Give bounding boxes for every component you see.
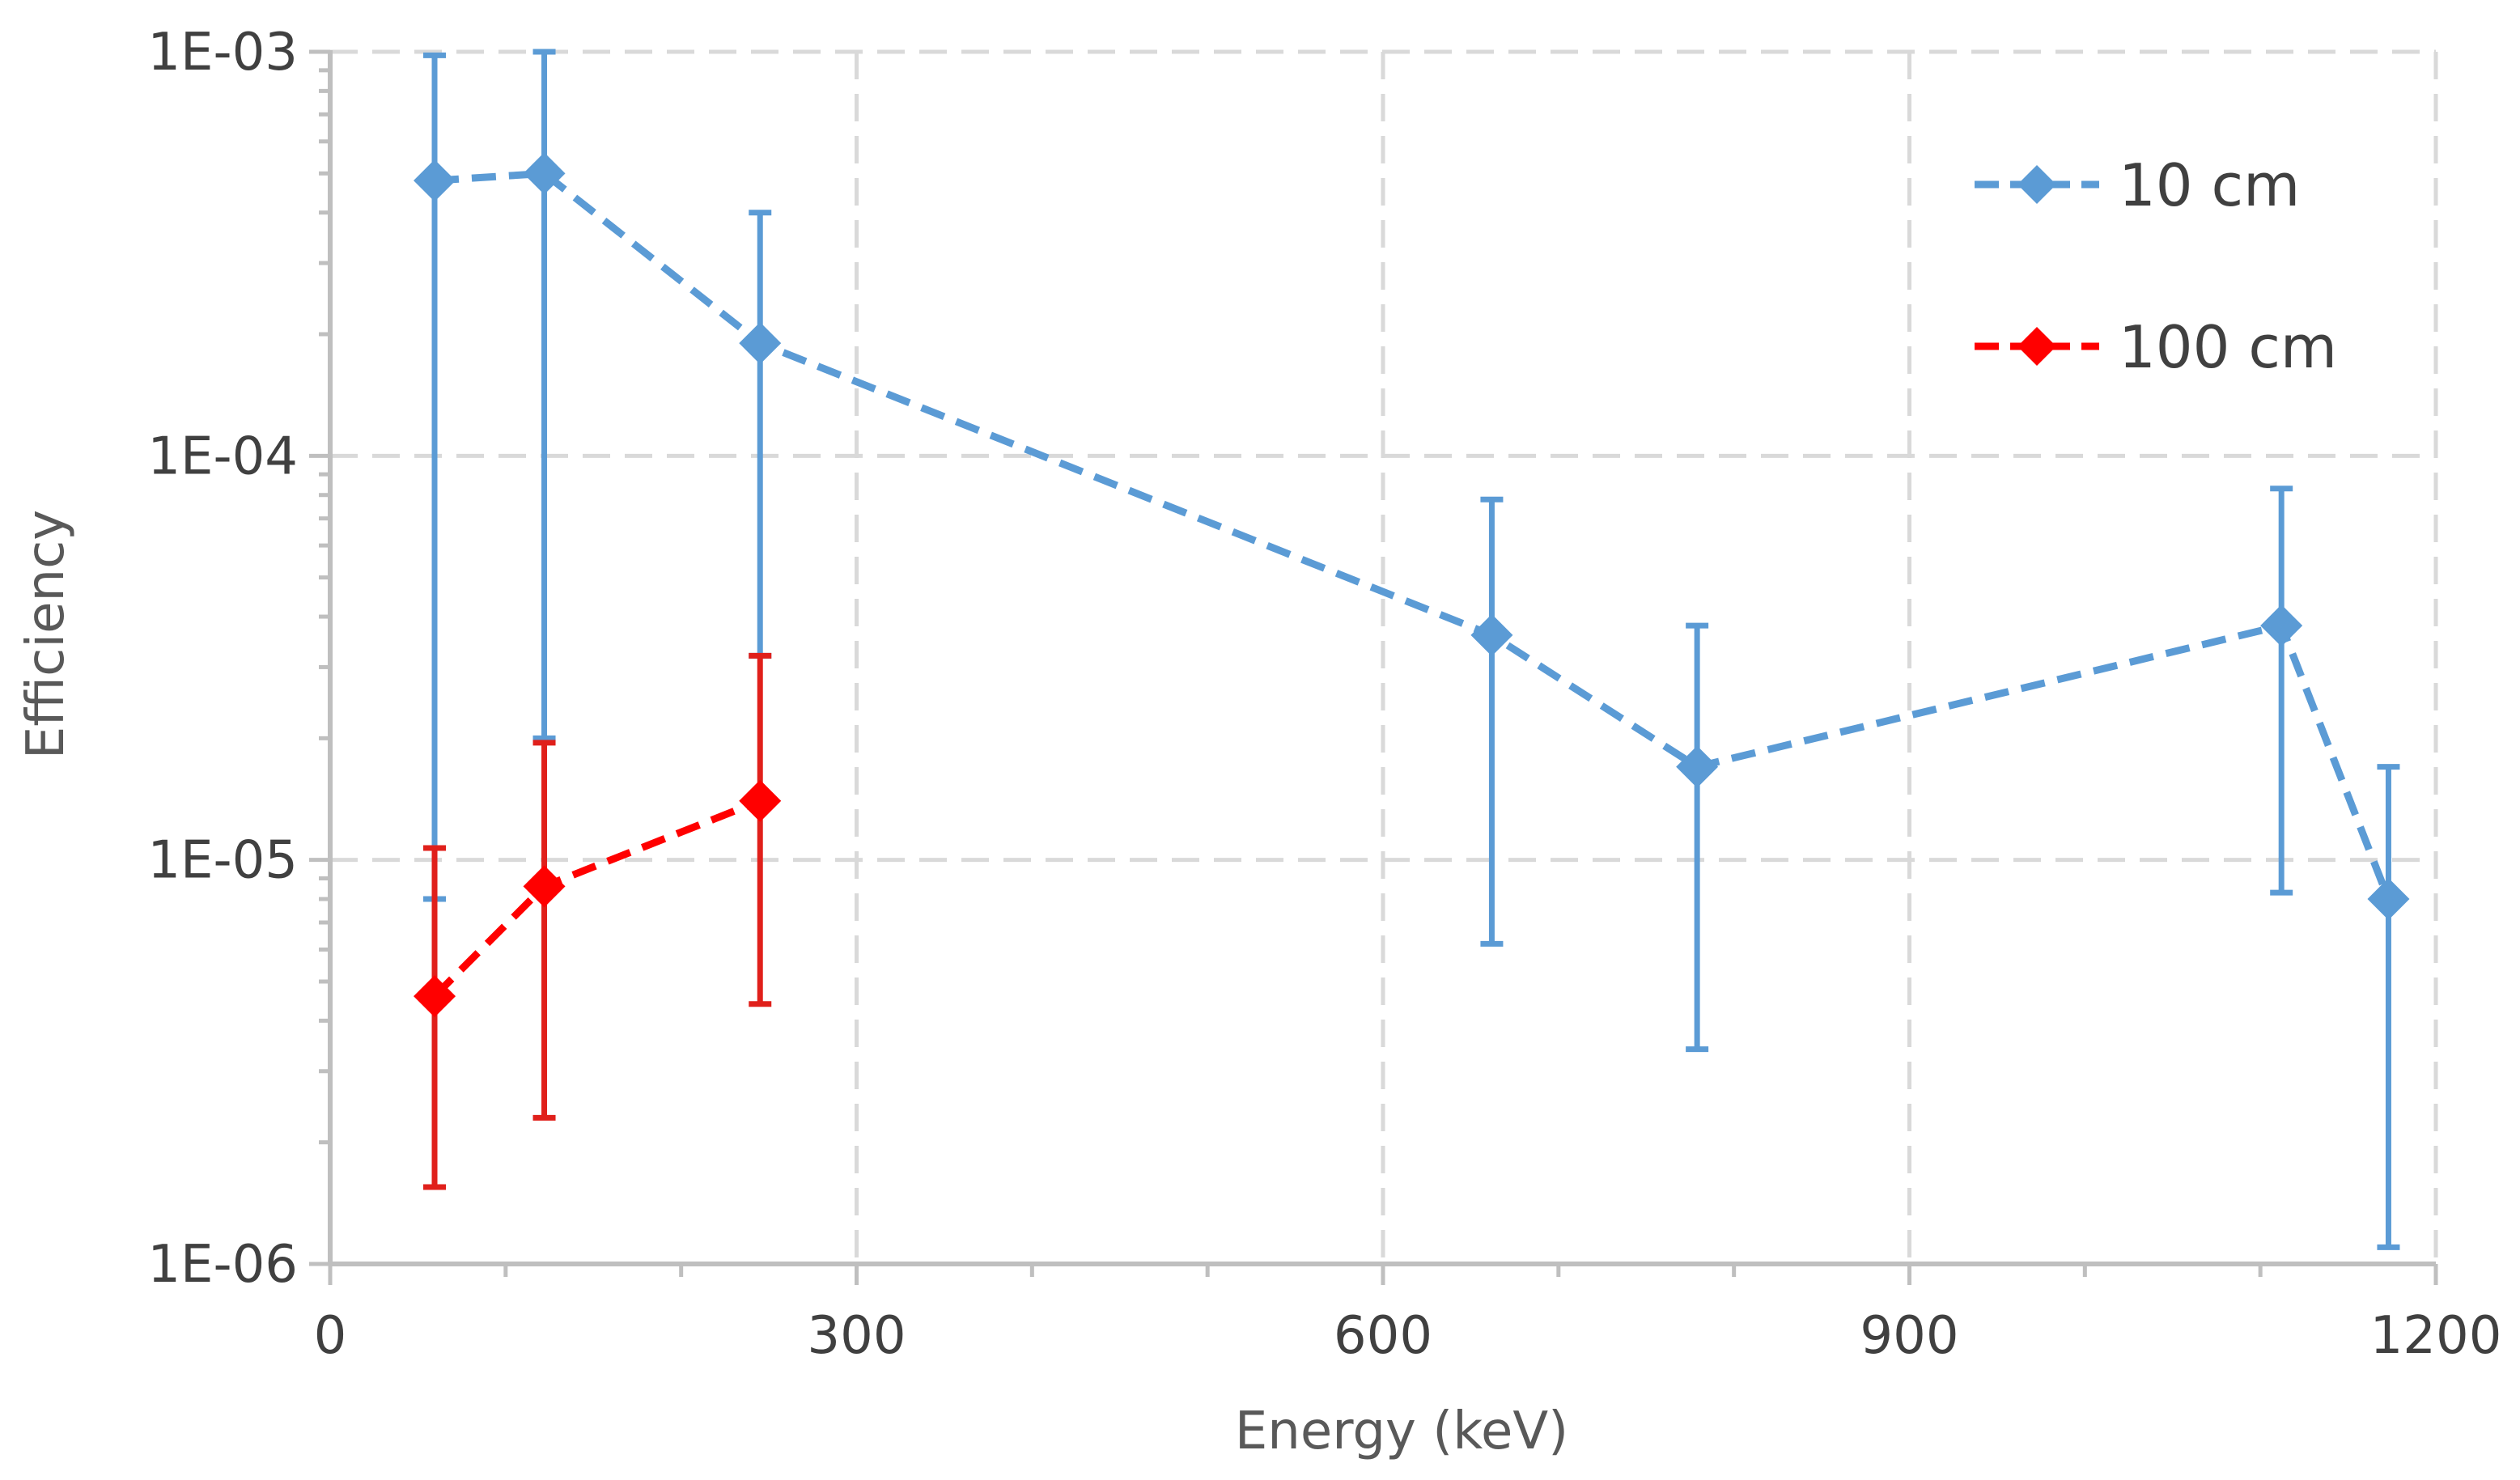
x-tick-label: 900: [1860, 1306, 1958, 1366]
data-point: [414, 159, 456, 202]
legend-label: 10 cm: [2119, 151, 2300, 219]
series-line: [431, 797, 762, 999]
legend-marker: [2017, 327, 2056, 366]
y-tick-label: 1E-04: [147, 426, 298, 486]
y-tick-label: 1E-05: [147, 831, 298, 891]
y-axis-title: Efficiency: [16, 510, 76, 759]
legend-entry-10-cm: 10 cm: [1975, 151, 2300, 219]
axis-layer: 1E-06 1E-05 1E-04 1E-03 0 300 600 900 1200: [147, 23, 2501, 1366]
legend-label: 100 cm: [2119, 313, 2337, 381]
data-point: [1676, 745, 1719, 788]
series-layer: [414, 49, 2410, 1250]
series-line: [434, 169, 2392, 901]
series-100-cm: [414, 652, 782, 1190]
data-point: [414, 975, 456, 1018]
series-10-cm: [414, 49, 2410, 1250]
data-point: [1470, 613, 1513, 656]
legend-entry-100-cm: 100 cm: [1975, 313, 2337, 381]
x-tick-label: 300: [807, 1306, 906, 1366]
x-tick-label: 1200: [2370, 1306, 2502, 1366]
x-tick-label: 600: [1334, 1306, 1432, 1366]
legend-marker: [2017, 165, 2056, 204]
grid-layer: [330, 49, 2438, 1264]
x-axis-title: Energy (keV): [1235, 1402, 1568, 1461]
data-point: [523, 152, 566, 195]
data-point: [739, 779, 782, 822]
legend: 10 cm 100 cm: [1975, 151, 2337, 381]
x-tick-label: 0: [314, 1306, 347, 1366]
data-point: [2260, 604, 2303, 647]
y-tick-label: 1E-06: [147, 1235, 298, 1295]
data-point: [523, 865, 566, 908]
data-point: [2367, 878, 2410, 921]
data-point: [739, 322, 782, 365]
y-tick-label: 1E-03: [147, 23, 298, 83]
